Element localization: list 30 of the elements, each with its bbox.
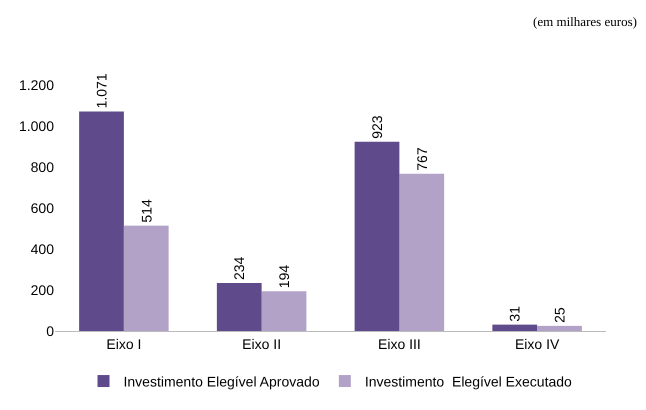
- legend-label: Investimento Elegível Executado: [364, 374, 572, 390]
- data-label: 1.071: [93, 73, 110, 108]
- y-tick-label: 800: [30, 158, 54, 175]
- x-tick-label: Eixo III: [378, 336, 421, 352]
- bar: [492, 324, 538, 331]
- legend-label: Investimento Elegível Aprovado: [124, 374, 320, 390]
- y-tick-label: 400: [30, 240, 54, 257]
- x-tick-label: Eixo II: [242, 336, 282, 352]
- x-tick-label: Eixo I: [106, 336, 142, 352]
- data-label: 234: [231, 256, 248, 280]
- y-tick-label: 600: [30, 200, 54, 216]
- y-tick-label: 200: [30, 282, 54, 298]
- bar: [124, 226, 169, 331]
- bar: [216, 283, 262, 331]
- bar: [537, 326, 582, 331]
- data-label: 31: [506, 306, 523, 322]
- data-label: 514: [138, 199, 154, 223]
- data-label: 923: [368, 115, 385, 139]
- text: (em milhares euros): [533, 14, 637, 29]
- y-tick-label: 0: [46, 322, 54, 339]
- data-label: 25: [552, 307, 568, 323]
- data-label: 194: [276, 264, 292, 288]
- bar: [354, 142, 400, 331]
- x-tick-label: Eixo IV: [514, 336, 560, 352]
- y-tick-label: 1.200: [18, 76, 54, 93]
- y-tick-label: 1.000: [18, 118, 54, 134]
- bar: [262, 291, 306, 331]
- bar: [79, 111, 124, 331]
- data-label: 767: [414, 147, 430, 171]
- bar: [399, 174, 444, 331]
